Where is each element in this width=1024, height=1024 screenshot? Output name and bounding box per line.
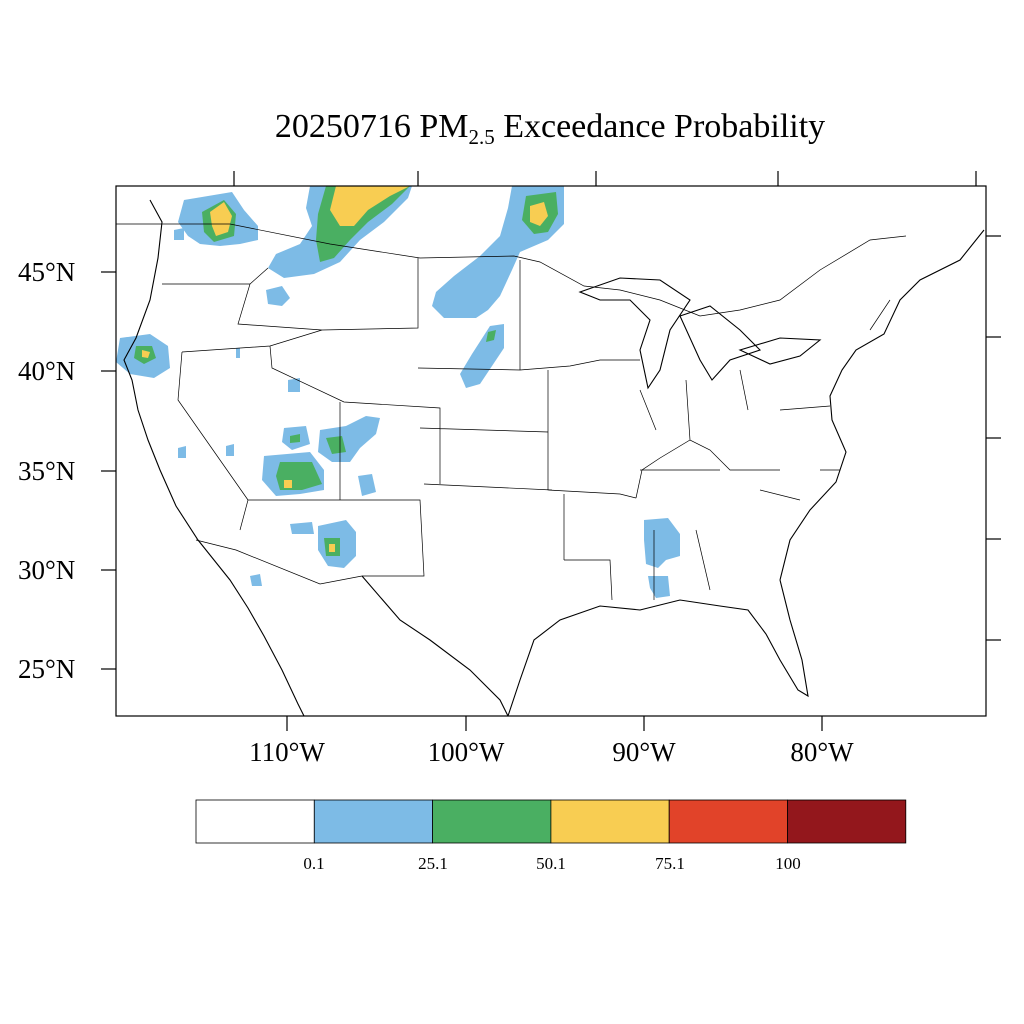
region-ca-high (142, 350, 150, 358)
colorbar-swatch (668, 799, 788, 844)
colorbar-swatch (195, 799, 315, 844)
colorbar-label: 0.1 (303, 854, 324, 873)
lat-label: 30°N (18, 555, 75, 585)
region-az-high (284, 480, 292, 488)
region-ms-low (644, 518, 680, 568)
region-ut-small (288, 378, 300, 392)
colorbar-swatch (550, 799, 670, 844)
lat-label: 40°N (18, 356, 75, 386)
map-frame (115, 185, 987, 717)
map-title: 20250716 PM2.5 Exceedance Probability (0, 108, 1024, 150)
title-pm-subscript: 2.5 (468, 125, 495, 149)
lon-label: 110°W (249, 737, 325, 767)
colorbar-label: 75.1 (655, 854, 685, 873)
region-misc-2 (178, 446, 186, 458)
title-date: 20250716 (274, 108, 411, 145)
gulf-coast (361, 575, 809, 717)
lat-label: 25°N (18, 654, 75, 684)
region-mn-high (530, 202, 548, 226)
region-misc-1 (250, 574, 262, 586)
colorbar-swatch (432, 799, 552, 844)
region-co-mid (326, 436, 346, 454)
region-nm-high (329, 544, 335, 552)
region-ut-a-mid (290, 434, 300, 443)
region-ms-small (648, 576, 670, 598)
top-ticks (233, 171, 977, 186)
region-misc-5 (174, 228, 184, 240)
region-ne-low (460, 324, 504, 388)
region-co-small (358, 474, 376, 496)
colorbar (195, 799, 907, 844)
bottom-ticks (286, 716, 823, 731)
lon-label: 80°W (790, 737, 854, 767)
probability-regions (116, 186, 680, 598)
region-ne-mid (486, 330, 496, 342)
pacific-coast (123, 199, 305, 717)
region-misc-3 (226, 444, 234, 456)
right-ticks (986, 235, 1001, 641)
colorbar-swatch (787, 799, 907, 844)
atlantic-coast (779, 229, 985, 581)
region-id-low (266, 286, 290, 306)
title-pm: PM (419, 108, 469, 145)
colorbar-swatch (313, 799, 433, 844)
colorbar-label: 25.1 (418, 854, 448, 873)
region-az-s-low (290, 522, 314, 534)
left-ticks (101, 271, 116, 670)
lon-label: 90°W (612, 737, 676, 767)
canada-border (116, 223, 907, 317)
colorbar-labels: 0.1 25.1 50.1 75.1 100 (303, 854, 800, 873)
boundaries (116, 199, 985, 717)
lon-labels: 110°W 100°W 90°W 80°W (249, 737, 854, 767)
region-misc-4 (236, 348, 240, 358)
lat-label: 35°N (18, 456, 75, 486)
state-lines (162, 258, 891, 601)
lat-label: 45°N (18, 257, 75, 287)
lat-labels: 45°N 40°N 35°N 30°N 25°N (18, 257, 75, 684)
region-mt-high (330, 186, 410, 226)
lon-label: 100°W (428, 737, 505, 767)
title-rest: Exceedance Probability (494, 108, 826, 145)
colorbar-label: 50.1 (536, 854, 566, 873)
region-wa-high (210, 202, 232, 236)
great-lakes (578, 277, 822, 390)
colorbar-label: 100 (775, 854, 801, 873)
